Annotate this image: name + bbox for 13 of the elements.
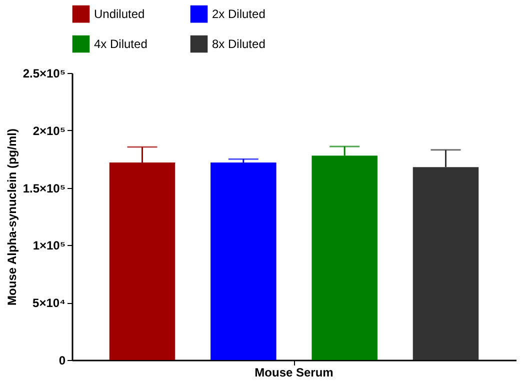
y-tick-label: 2×10⁵ — [32, 124, 66, 138]
y-tick-label: 1×10⁵ — [32, 238, 66, 253]
y-tick-label: 1.5×10⁵ — [22, 181, 66, 196]
legend-label: Undiluted — [94, 7, 145, 22]
x-tick-label: Mouse Serum — [254, 366, 334, 380]
legend-label: 8x Diluted — [212, 37, 266, 51]
y-tick-label: 0 — [58, 354, 66, 368]
legend-label: 4x Diluted — [94, 37, 148, 51]
y-tick-label: 2.5×10⁵ — [22, 66, 66, 80]
y-axis-title: Mouse Alpha-synuclein (pg/ml) — [4, 128, 19, 306]
y-tick-label: 5×10⁴ — [32, 296, 66, 310]
legend-label: 2x Diluted — [212, 7, 266, 22]
bar — [210, 162, 276, 360]
